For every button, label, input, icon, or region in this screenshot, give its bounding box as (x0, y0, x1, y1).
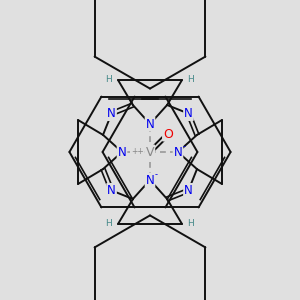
Text: H: H (106, 220, 112, 229)
Text: N: N (107, 107, 116, 120)
Text: N: N (118, 146, 126, 158)
Text: N: N (184, 107, 193, 120)
Text: H: H (188, 220, 194, 229)
Text: -: - (182, 142, 185, 152)
Text: O: O (163, 128, 173, 140)
Text: V: V (146, 146, 154, 158)
Text: N: N (184, 184, 193, 197)
Text: H: H (188, 76, 194, 85)
Text: H: H (106, 76, 112, 85)
Text: N: N (146, 118, 154, 130)
Text: N: N (107, 184, 116, 197)
Text: N: N (146, 173, 154, 187)
Text: N: N (174, 146, 182, 158)
Text: ++: ++ (132, 146, 144, 155)
Text: -: - (154, 170, 158, 179)
